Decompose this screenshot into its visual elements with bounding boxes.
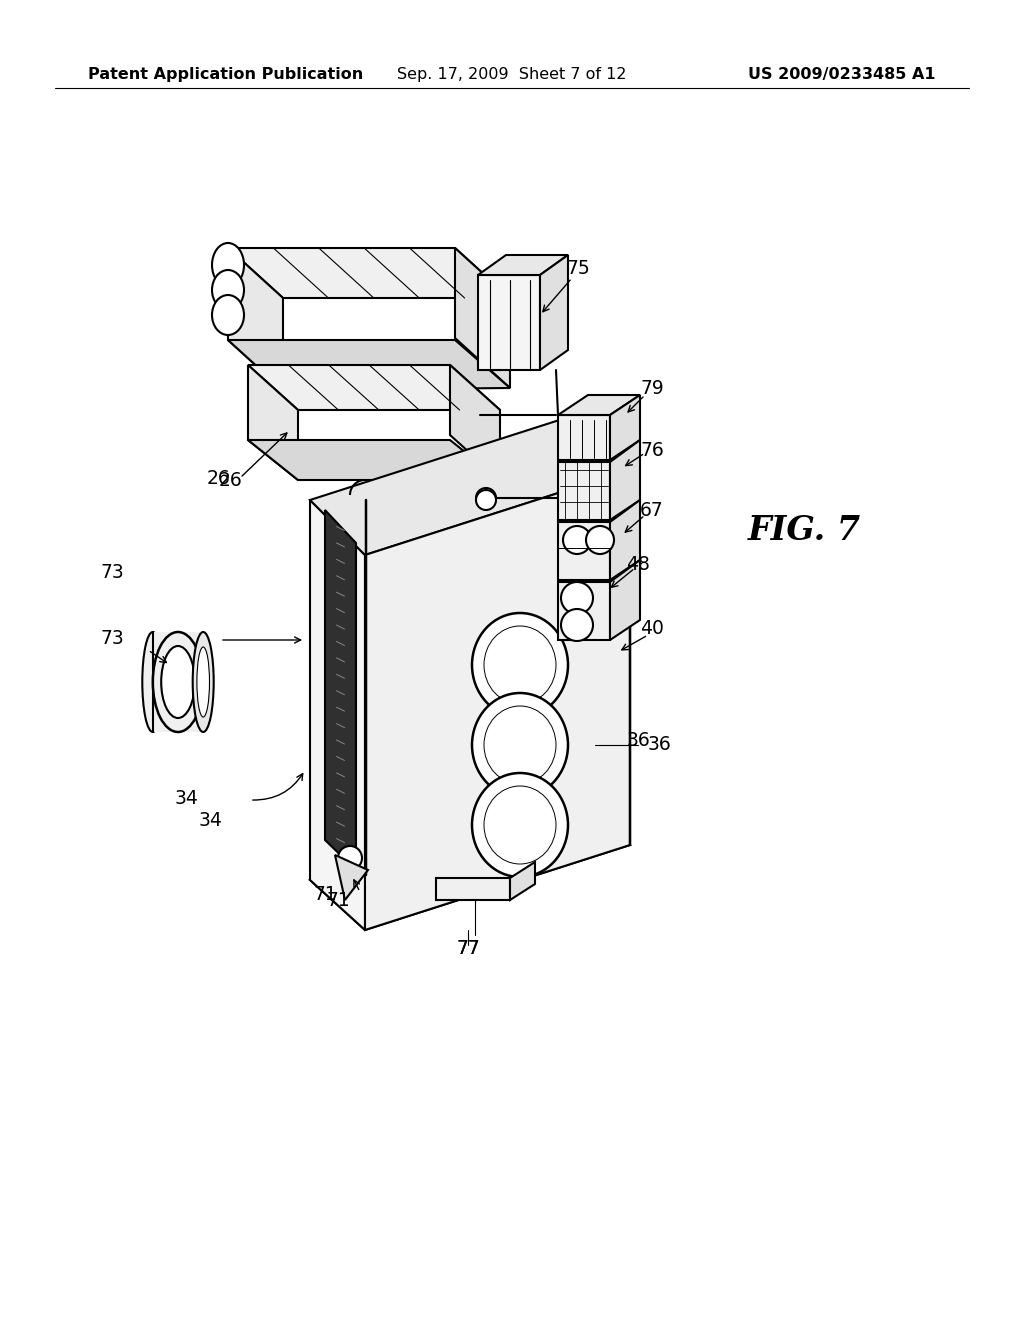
Text: US 2009/0233485 A1: US 2009/0233485 A1	[749, 67, 936, 82]
Polygon shape	[436, 878, 510, 900]
Ellipse shape	[197, 647, 210, 717]
Polygon shape	[450, 366, 500, 480]
Polygon shape	[558, 395, 640, 414]
Text: 40: 40	[640, 619, 664, 638]
Text: 71: 71	[326, 891, 350, 909]
Text: 67: 67	[640, 500, 664, 520]
Polygon shape	[310, 795, 630, 931]
Polygon shape	[310, 500, 365, 931]
Text: 77: 77	[456, 939, 480, 957]
Polygon shape	[365, 470, 630, 931]
Ellipse shape	[212, 294, 244, 335]
Text: 73: 73	[100, 562, 124, 582]
Circle shape	[586, 525, 614, 554]
Polygon shape	[248, 440, 500, 480]
Text: 36: 36	[648, 735, 672, 755]
Circle shape	[563, 525, 591, 554]
Circle shape	[476, 488, 496, 508]
Polygon shape	[510, 862, 535, 900]
Polygon shape	[478, 275, 540, 370]
Text: Patent Application Publication: Patent Application Publication	[88, 67, 364, 82]
Circle shape	[561, 582, 593, 614]
Polygon shape	[610, 395, 640, 459]
Polygon shape	[540, 255, 568, 370]
Circle shape	[561, 609, 593, 642]
Text: 26: 26	[206, 469, 229, 487]
Text: 75: 75	[566, 259, 590, 277]
Polygon shape	[610, 500, 640, 579]
Polygon shape	[610, 440, 640, 520]
Ellipse shape	[472, 693, 568, 797]
Text: 34: 34	[198, 810, 222, 829]
Text: 79: 79	[640, 379, 664, 397]
Text: Sep. 17, 2009  Sheet 7 of 12: Sep. 17, 2009 Sheet 7 of 12	[397, 67, 627, 82]
Polygon shape	[228, 248, 283, 389]
Polygon shape	[248, 366, 298, 480]
Polygon shape	[558, 521, 610, 579]
Text: 26: 26	[218, 470, 242, 490]
Circle shape	[476, 490, 496, 510]
Polygon shape	[248, 366, 500, 411]
Text: 73: 73	[100, 628, 124, 648]
Polygon shape	[558, 582, 610, 640]
Text: 36: 36	[626, 730, 650, 750]
Text: FIG. 7: FIG. 7	[748, 513, 861, 546]
Circle shape	[338, 846, 362, 870]
Ellipse shape	[484, 626, 556, 704]
Polygon shape	[325, 510, 356, 870]
Polygon shape	[455, 248, 510, 388]
Polygon shape	[153, 632, 203, 733]
Polygon shape	[610, 560, 640, 640]
Polygon shape	[335, 855, 368, 900]
Text: 77: 77	[456, 939, 480, 957]
Ellipse shape	[193, 632, 214, 733]
Text: 48: 48	[626, 556, 650, 574]
Ellipse shape	[153, 632, 203, 733]
Ellipse shape	[212, 243, 244, 286]
Ellipse shape	[484, 785, 556, 865]
Ellipse shape	[142, 632, 163, 733]
Polygon shape	[478, 255, 568, 275]
Ellipse shape	[161, 645, 195, 718]
Ellipse shape	[472, 612, 568, 717]
Polygon shape	[310, 414, 630, 554]
Ellipse shape	[212, 271, 244, 310]
Polygon shape	[558, 462, 610, 520]
Polygon shape	[558, 414, 610, 459]
Ellipse shape	[472, 774, 568, 876]
Ellipse shape	[484, 706, 556, 784]
Polygon shape	[228, 341, 510, 389]
Text: 71: 71	[313, 886, 337, 904]
Text: 34: 34	[174, 788, 198, 808]
Polygon shape	[228, 248, 510, 298]
Text: 76: 76	[640, 441, 664, 459]
